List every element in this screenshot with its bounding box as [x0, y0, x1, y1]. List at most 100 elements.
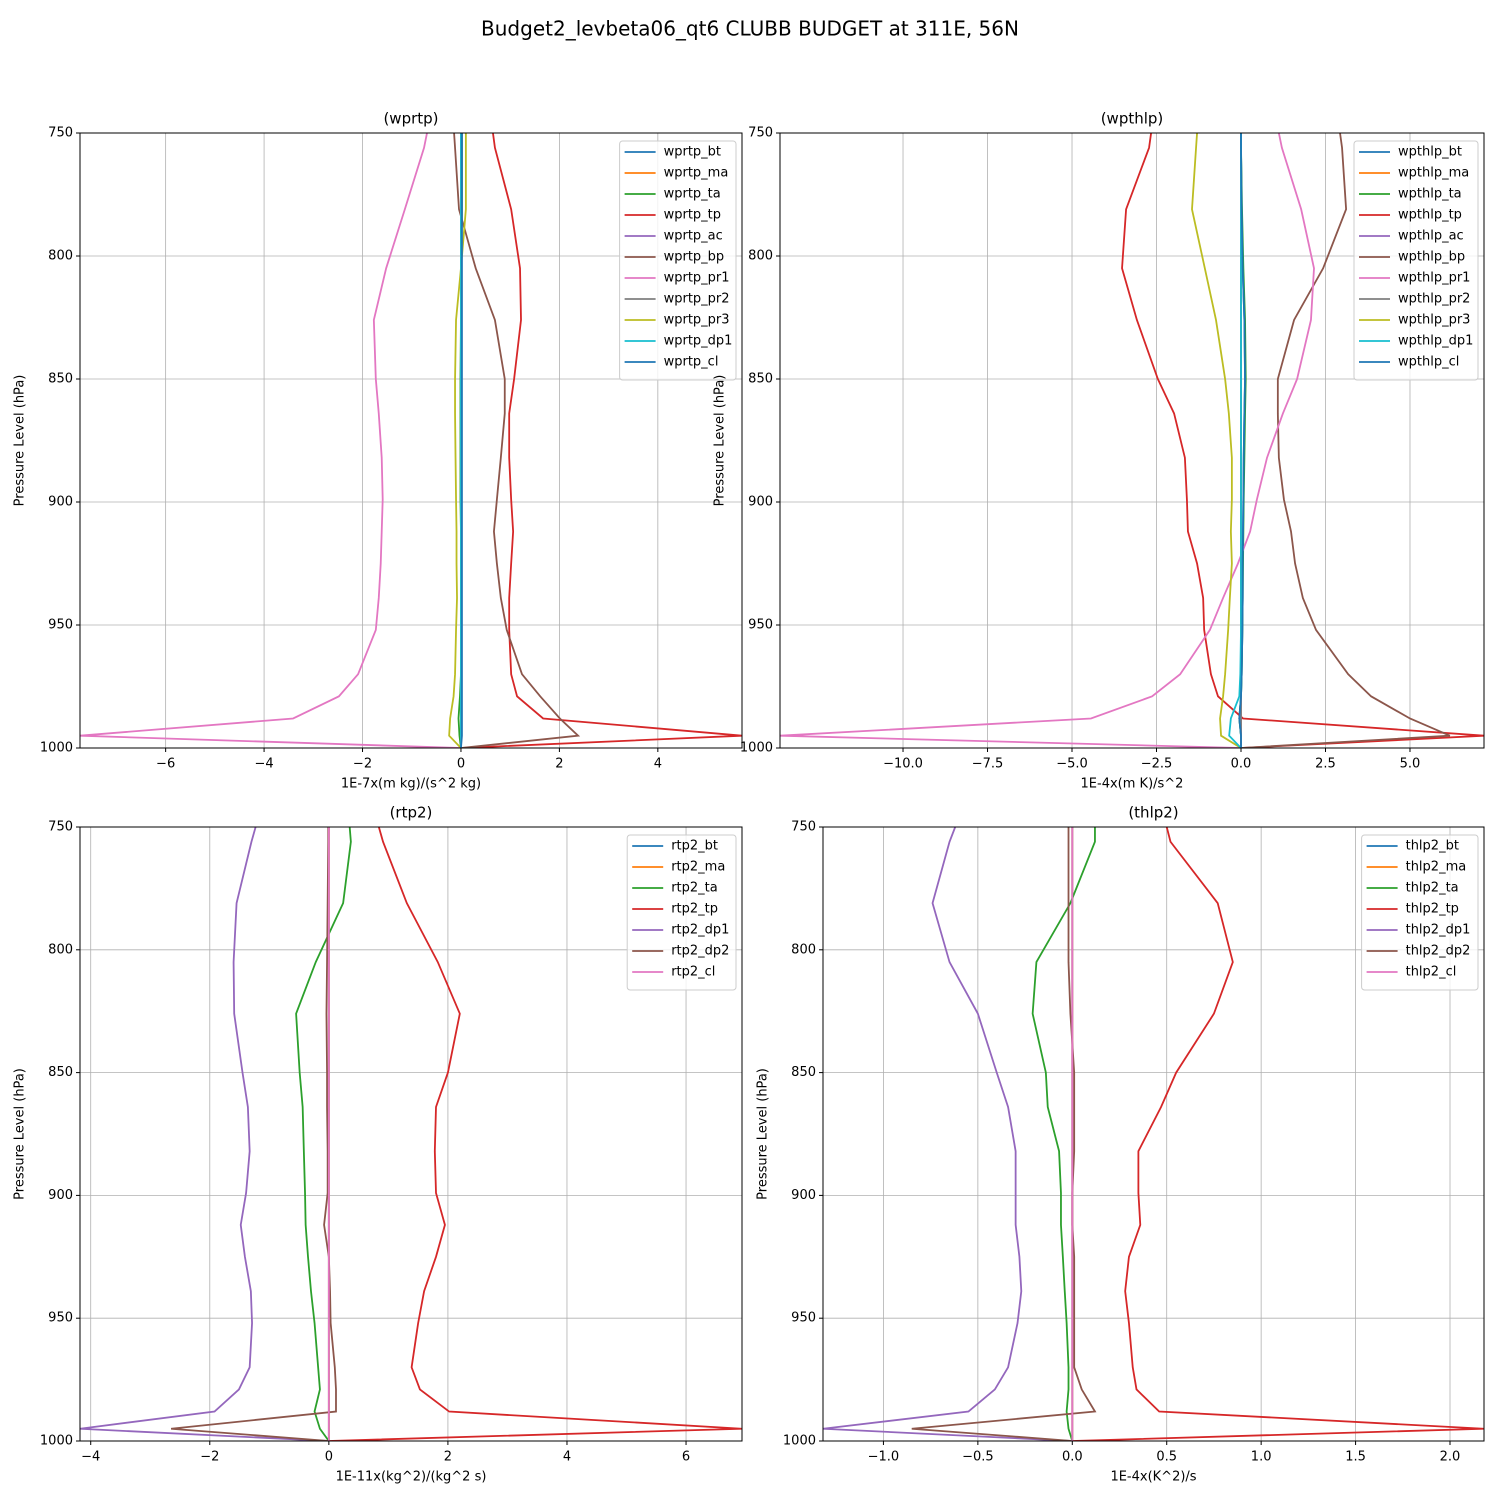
series-line [80, 133, 461, 748]
x-tick-label: −6 [156, 757, 175, 772]
legend-label: rtp2_dp1 [671, 923, 729, 938]
series-line [823, 827, 1073, 1441]
x-tick-label: −2 [353, 757, 372, 772]
axes-title: (wprtp) [383, 110, 438, 128]
plot-area [80, 133, 742, 748]
x-tick-label: 2.0 [1440, 1450, 1461, 1465]
series-line [1191, 133, 1242, 748]
axes-title: (rtp2) [390, 804, 433, 822]
x-tick-label: −7.5 [972, 757, 1004, 772]
y-axis-label: Pressure Level (hPa) [756, 1068, 771, 1200]
y-tick-label: 750 [791, 820, 816, 835]
x-axis-label: 1E-4x(m K)/s^2 [1081, 777, 1184, 792]
legend-label: wprtp_ac [664, 229, 723, 244]
y-tick-label: 850 [48, 1065, 73, 1080]
series-line [170, 827, 337, 1441]
x-tick-label: 2.5 [1315, 757, 1336, 772]
legend-label: wpthlp_ta [1398, 187, 1462, 202]
figure-title: Budget2_levbeta06_qt6 CLUBB BUDGET at 31… [481, 17, 1019, 41]
y-tick-label: 950 [48, 618, 73, 633]
y-tick-label: 750 [48, 126, 73, 141]
legend-label: wprtp_pr3 [664, 313, 730, 328]
axes-frame [79, 132, 743, 749]
legend-label: rtp2_ma [671, 860, 725, 875]
x-tick-label: −4 [81, 1450, 100, 1465]
legend-label: thlp2_dp2 [1406, 944, 1471, 959]
x-tick-label: 4 [563, 1450, 571, 1465]
legend-label: wpthlp_pr3 [1398, 313, 1470, 328]
y-tick-label: 750 [48, 820, 73, 835]
axes-title: (wpthlp) [1101, 110, 1164, 128]
legend-label: thlp2_bt [1406, 839, 1459, 854]
y-axis-label: Pressure Level (hPa) [13, 1068, 28, 1200]
series-line [780, 133, 1315, 748]
x-tick-label: −1.0 [868, 1450, 900, 1465]
y-axis-label: Pressure Level (hPa) [13, 375, 28, 507]
series-line [460, 133, 742, 748]
x-tick-label: −4 [254, 757, 273, 772]
legend-label: rtp2_dp2 [671, 944, 729, 959]
legend-label: wpthlp_cl [1398, 355, 1459, 370]
y-tick-label: 850 [48, 372, 73, 387]
y-tick-label: 900 [748, 495, 773, 510]
x-tick-label: 5.0 [1400, 757, 1421, 772]
y-tick-label: 1000 [40, 741, 73, 756]
legend-label: wpthlp_ma [1398, 166, 1469, 181]
series-line [295, 827, 352, 1441]
legend-label: wprtp_ta [664, 187, 721, 202]
legend-label: wpthlp_bt [1398, 145, 1462, 160]
series-line [1228, 133, 1242, 748]
series-line [1072, 827, 1484, 1441]
y-tick-label: 850 [791, 1065, 816, 1080]
legend-label: wprtp_bt [664, 145, 721, 160]
legend-label: rtp2_cl [671, 965, 715, 980]
x-tick-label: −0.5 [962, 1450, 994, 1465]
x-tick-label: 1.0 [1251, 1450, 1272, 1465]
legend-label: wpthlp_dp1 [1398, 334, 1473, 349]
y-tick-label: 950 [48, 1311, 73, 1326]
x-tick-label: −2 [200, 1450, 219, 1465]
plot-area [780, 133, 1484, 748]
legend-label: wpthlp_pr2 [1398, 292, 1470, 307]
series-line [1238, 133, 1246, 748]
y-tick-label: 1000 [783, 1434, 816, 1449]
series-line [460, 133, 463, 748]
x-tick-label: 0 [457, 757, 465, 772]
x-axis-label: 1E-4x(K^2)/s [1110, 1470, 1196, 1485]
legend-label: wpthlp_tp [1398, 208, 1462, 223]
x-tick-label: 2 [444, 1450, 452, 1465]
y-tick-label: 800 [748, 249, 773, 264]
series-line [1240, 133, 1451, 748]
legend-label: rtp2_bt [671, 839, 718, 854]
legend-label: wprtp_pr1 [664, 271, 730, 286]
x-tick-label: 1.5 [1345, 1450, 1366, 1465]
y-tick-label: 950 [791, 1311, 816, 1326]
x-tick-label: 6 [682, 1450, 690, 1465]
legend-label: wpthlp_bp [1398, 250, 1465, 265]
x-axis-label: 1E-11x(kg^2)/(kg^2 s) [336, 1470, 487, 1485]
y-tick-label: 950 [748, 618, 773, 633]
y-tick-label: 850 [748, 372, 773, 387]
legend-label: wprtp_ma [664, 166, 729, 181]
series-line [1031, 827, 1096, 1441]
x-tick-label: 0 [325, 1450, 333, 1465]
y-tick-label: 1000 [740, 741, 773, 756]
series-line [453, 133, 581, 748]
legend-label: rtp2_tp [671, 902, 718, 917]
series-line [80, 827, 329, 1441]
legend-label: thlp2_dp1 [1406, 923, 1471, 938]
x-tick-label: 0.0 [1231, 757, 1252, 772]
series-line [328, 827, 742, 1441]
legend-label: thlp2_cl [1406, 965, 1457, 980]
x-tick-label: 2 [555, 757, 563, 772]
x-tick-label: 0.0 [1062, 1450, 1083, 1465]
legend-label: wpthlp_pr1 [1398, 271, 1470, 286]
plot-area [80, 827, 742, 1441]
legend-label: thlp2_ta [1406, 881, 1459, 896]
legend-label: wprtp_bp [664, 250, 725, 265]
y-tick-label: 800 [791, 942, 816, 957]
legend-label: wprtp_dp1 [664, 334, 733, 349]
axes-frame [822, 826, 1485, 1442]
legend-label: wprtp_pr2 [664, 292, 730, 307]
